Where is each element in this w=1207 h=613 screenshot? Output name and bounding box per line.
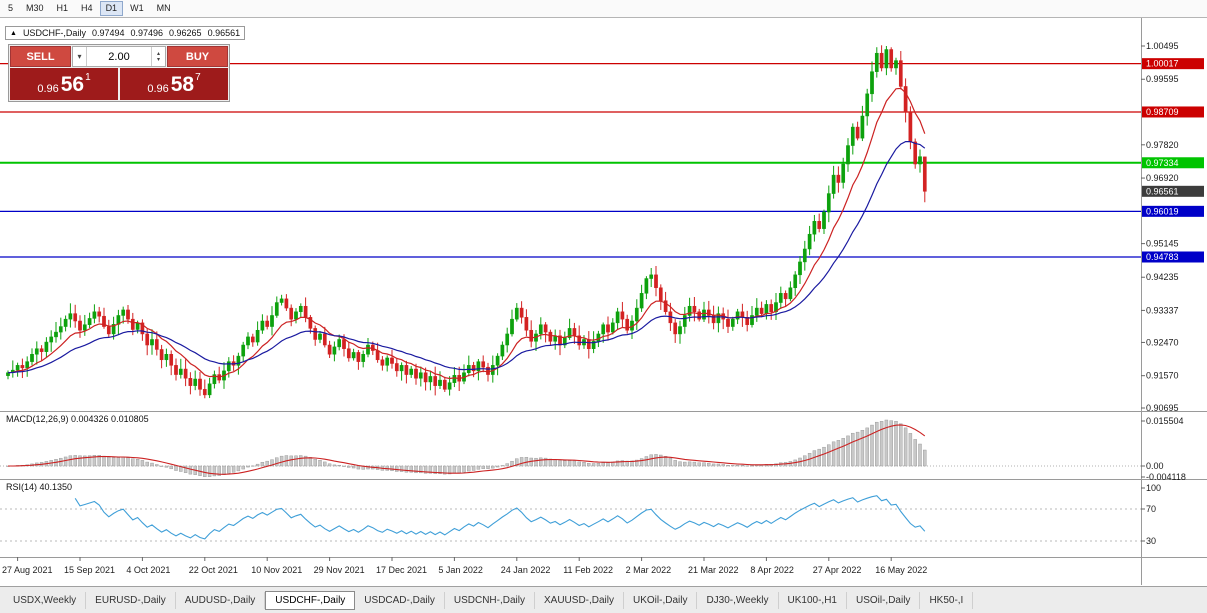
ohlc-low: 0.96265 [169,28,202,38]
svg-text:0.94783: 0.94783 [1146,252,1179,262]
svg-text:17 Dec 2021: 17 Dec 2021 [376,565,427,575]
rsi-line [74,495,926,540]
macd-signal-line [8,424,926,475]
svg-text:0.96561: 0.96561 [1146,186,1179,196]
svg-text:11 Feb 2022: 11 Feb 2022 [563,565,613,575]
volume-up-icon[interactable]: ▴ [156,50,160,57]
svg-text:0.94235: 0.94235 [1146,272,1179,282]
svg-text:0.96920: 0.96920 [1146,173,1179,183]
ask-pip-digit: 7 [195,72,201,83]
svg-text:0.98709: 0.98709 [1146,107,1179,117]
svg-text:27 Aug 2021: 27 Aug 2021 [2,565,53,575]
svg-text:30: 30 [1146,536,1156,546]
ohlc-open: 0.97494 [91,28,125,38]
timeframe-m5[interactable]: 5 [2,1,19,16]
svg-text:0.015504: 0.015504 [1146,416,1184,426]
ask-prefix: 0.96 [147,83,169,95]
svg-text:1.00495: 1.00495 [1146,41,1179,51]
bid-prefix: 0.96 [37,83,59,95]
tab-ukoil-daily[interactable]: UKOil-,Daily [624,591,698,609]
svg-text:0.99595: 0.99595 [1146,74,1179,84]
svg-text:MACD(12,26,9) 0.004326 0.01080: MACD(12,26,9) 0.004326 0.010805 [6,414,149,424]
tab-dj30-weekly[interactable]: DJ30-,Weekly [697,591,779,609]
ma-slow-line [7,141,926,374]
svg-text:RSI(14) 40.1350: RSI(14) 40.1350 [6,482,72,492]
tab-usdx-weekly[interactable]: USDX,Weekly [4,591,87,609]
svg-text:0.96019: 0.96019 [1146,206,1179,216]
tab-hk50-i[interactable]: HK50-,I [920,591,974,609]
ask-price-box[interactable]: 0.96 58 7 [120,68,228,100]
bid-pip-digit: 1 [85,72,91,83]
svg-text:8 Apr 2022: 8 Apr 2022 [750,565,794,575]
ohlc-high: 0.97496 [130,28,164,38]
tab-eurusd-daily[interactable]: EURUSD-,Daily [86,591,176,609]
ohlc-close: 0.96561 [207,28,241,38]
collapse-icon[interactable]: ▲ [10,29,17,37]
support-resistance-lines [0,63,1141,258]
svg-text:21 Mar 2022: 21 Mar 2022 [688,565,739,575]
svg-text:70: 70 [1146,504,1156,514]
timeframe-d1[interactable]: D1 [99,1,124,16]
ask-big-digits: 58 [170,72,195,96]
svg-text:0.97820: 0.97820 [1146,140,1179,150]
svg-text:1.00017: 1.00017 [1146,59,1179,69]
buy-button[interactable]: BUY [167,46,228,67]
candlestick-series [6,45,927,399]
volume-field: ▾ 2.00 ▴ ▾ [72,46,166,67]
svg-text:100: 100 [1146,483,1161,493]
symbol-ohlc-info: ▲ USDCHF-,Daily 0.97494 0.97496 0.96265 … [5,26,246,40]
svg-text:4 Oct 2021: 4 Oct 2021 [126,565,170,575]
ma-fast-line [7,87,926,380]
svg-text:29 Nov 2021: 29 Nov 2021 [314,565,365,575]
volume-dropdown-icon[interactable]: ▾ [73,47,87,66]
svg-text:0.91570: 0.91570 [1146,371,1179,381]
tab-xauusd-daily[interactable]: XAUUSD-,Daily [535,591,624,609]
one-click-trading-panel: SELL ▾ 2.00 ▴ ▾ BUY 0.96 56 1 0.96 58 7 [8,44,230,102]
bottom-tabs: USDX,Weekly EURUSD-,Daily AUDUSD-,Daily USD… [0,586,1207,613]
svg-text:0.92470: 0.92470 [1146,337,1179,347]
tab-audusd-daily[interactable]: AUDUSD-,Daily [176,591,266,609]
svg-text:24 Jan 2022: 24 Jan 2022 [501,565,551,575]
volume-stepper[interactable]: ▴ ▾ [151,47,165,66]
volume-down-icon[interactable]: ▾ [156,56,160,63]
timeframe-mn[interactable]: MN [151,1,177,16]
bid-big-digits: 56 [60,72,85,96]
svg-text:5 Jan 2022: 5 Jan 2022 [438,565,483,575]
svg-text:22 Oct 2021: 22 Oct 2021 [189,565,238,575]
svg-text:16 May 2022: 16 May 2022 [875,565,927,575]
price-axis: 1.00495 0.99595 0.97820 0.96920 0.95145 0.942… [1141,41,1204,413]
tab-usoil-daily[interactable]: USOil-,Daily [847,591,921,609]
svg-text:10 Nov 2021: 10 Nov 2021 [251,565,302,575]
svg-text:0.00: 0.00 [1146,461,1164,471]
svg-text:15 Sep 2021: 15 Sep 2021 [64,565,115,575]
svg-text:0.93337: 0.93337 [1146,305,1179,315]
timeframe-h1[interactable]: H1 [51,1,75,16]
time-axis: 27 Aug 2021 15 Sep 2021 4 Oct 2021 22 Oct 2… [2,557,927,575]
symbol-title: USDCHF-,Daily [22,28,86,38]
bid-price-box[interactable]: 0.96 56 1 [10,68,118,100]
tab-usdcnh-daily[interactable]: USDCNH-,Daily [445,591,535,609]
svg-text:0.97334: 0.97334 [1146,158,1179,168]
sell-button[interactable]: SELL [10,46,71,67]
svg-text:2 Mar 2022: 2 Mar 2022 [626,565,672,575]
tab-uk100-h1[interactable]: UK100-,H1 [779,591,847,609]
timeframe-m30[interactable]: M30 [20,1,50,16]
tab-usdcad-daily[interactable]: USDCAD-,Daily [355,591,445,609]
svg-text:0.90695: 0.90695 [1146,403,1179,413]
volume-value[interactable]: 2.00 [108,50,130,63]
timeframe-w1[interactable]: W1 [124,1,150,16]
svg-text:0.95145: 0.95145 [1146,239,1179,249]
timeframe-h4[interactable]: H4 [75,1,99,16]
svg-text:27 Apr 2022: 27 Apr 2022 [813,565,862,575]
svg-text:-0.004118: -0.004118 [1146,472,1186,482]
macd-histogram [6,419,927,477]
timeframe-toolbar: 5 M30 H1 H4 D1 W1 MN [0,0,1207,18]
tab-usdchf-daily[interactable]: USDCHF-,Daily [265,590,356,610]
